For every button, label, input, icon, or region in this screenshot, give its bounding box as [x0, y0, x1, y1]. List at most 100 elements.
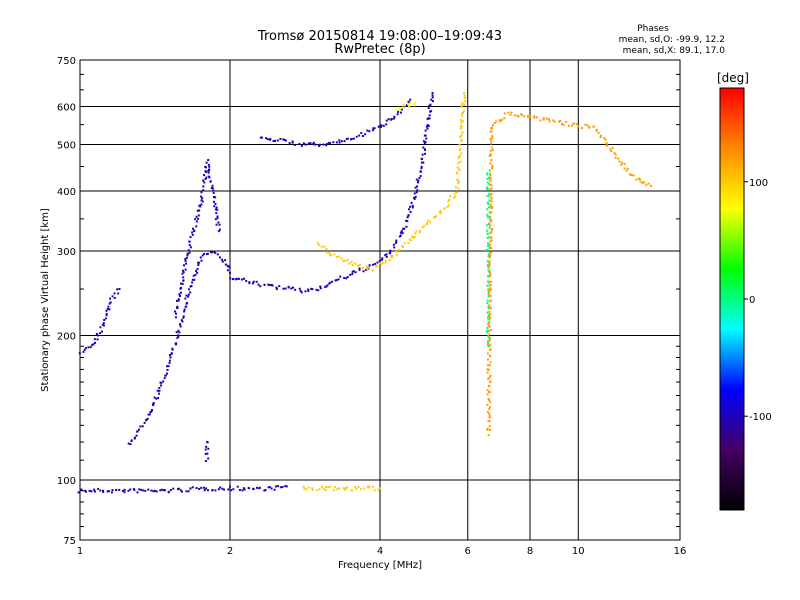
echo-point [282, 287, 285, 290]
echo-point [195, 220, 198, 223]
echo-point [101, 489, 104, 492]
echo-point [418, 230, 421, 233]
echo-point [486, 411, 489, 414]
echo-point [459, 160, 462, 163]
echo-point [202, 189, 205, 192]
echo-point [553, 120, 556, 123]
echo-point [488, 428, 491, 431]
echo-point [204, 459, 207, 462]
echo-point [486, 232, 489, 235]
echo-point [204, 170, 207, 173]
echo-point [371, 129, 374, 132]
echo-point [234, 278, 237, 281]
echo-point [105, 314, 108, 317]
echo-point [178, 331, 181, 334]
echo-point [426, 127, 429, 130]
echo-point [187, 295, 190, 298]
echo-point [399, 231, 402, 234]
echo-point [212, 191, 215, 194]
echo-point [411, 206, 414, 209]
echo-point [207, 457, 210, 460]
echo-point [489, 284, 492, 287]
echo-point [427, 117, 430, 120]
echo-point [148, 413, 151, 416]
echo-point [322, 487, 325, 490]
echo-point [407, 242, 410, 245]
echo-point [164, 374, 167, 377]
echo-point [632, 174, 635, 177]
echo-point [487, 390, 490, 393]
echo-point [146, 417, 149, 420]
echo-point [182, 271, 185, 274]
echo-point [403, 104, 406, 107]
echo-point [287, 286, 290, 289]
echo-point [203, 489, 206, 492]
echo-point [77, 491, 80, 494]
echo-point [486, 173, 489, 176]
echo-point [182, 279, 185, 282]
echo-point [565, 120, 568, 123]
echo-point [407, 103, 410, 106]
echo-point [179, 291, 182, 294]
echo-point [123, 488, 126, 491]
echo-point [489, 274, 492, 277]
echo-point [396, 113, 399, 116]
echo-point [218, 223, 221, 226]
echo-point [363, 487, 366, 490]
echo-point [490, 200, 493, 203]
echo-point [174, 342, 177, 345]
echo-point [490, 193, 493, 196]
echo-point [349, 273, 352, 276]
echo-point [150, 408, 153, 411]
echo-point [490, 205, 493, 208]
echo-point [251, 282, 254, 285]
echo-point [333, 253, 336, 256]
echo-point [365, 268, 368, 271]
echo-point [592, 125, 595, 128]
echo-point [95, 332, 98, 335]
echo-point [109, 301, 112, 304]
echo-point [178, 295, 181, 298]
echo-point [595, 128, 598, 131]
echo-point [182, 316, 185, 319]
echo-point [417, 179, 420, 182]
echo-point [169, 489, 172, 492]
colorbar-ticks: 100 0 -100 [744, 178, 772, 423]
echo-point [99, 489, 102, 492]
echo-point [486, 403, 489, 406]
echo-point [384, 261, 387, 264]
echo-point [331, 280, 334, 283]
echo-point [293, 143, 296, 146]
y-tick-label: 600 [57, 103, 76, 114]
echo-point [272, 140, 275, 143]
echo-point [453, 196, 456, 199]
colorbar-tick-label: 100 [749, 178, 768, 189]
echo-point [184, 268, 187, 271]
echo-point [489, 240, 492, 243]
echo-point [486, 299, 489, 302]
echo-point [198, 209, 201, 212]
echo-point [364, 133, 367, 136]
echo-point [300, 145, 303, 148]
echo-point [434, 215, 437, 218]
echo-point [489, 287, 492, 290]
echo-point [371, 263, 374, 266]
echo-point [621, 161, 624, 164]
echo-point [256, 486, 259, 489]
echo-point [136, 491, 139, 494]
echo-point [438, 211, 441, 214]
echo-point [393, 246, 396, 249]
echo-point [355, 487, 358, 490]
echo-point [167, 490, 170, 493]
echo-point [217, 221, 220, 224]
echo-point [414, 186, 417, 189]
echo-point [265, 137, 268, 140]
echo-point [207, 163, 210, 166]
echo-point [420, 161, 423, 164]
echo-point [407, 100, 410, 103]
echo-point [200, 203, 203, 206]
echo-point [96, 338, 99, 341]
echo-point [343, 488, 346, 491]
echo-point [80, 488, 83, 491]
y-tick-label: 500 [57, 141, 76, 152]
